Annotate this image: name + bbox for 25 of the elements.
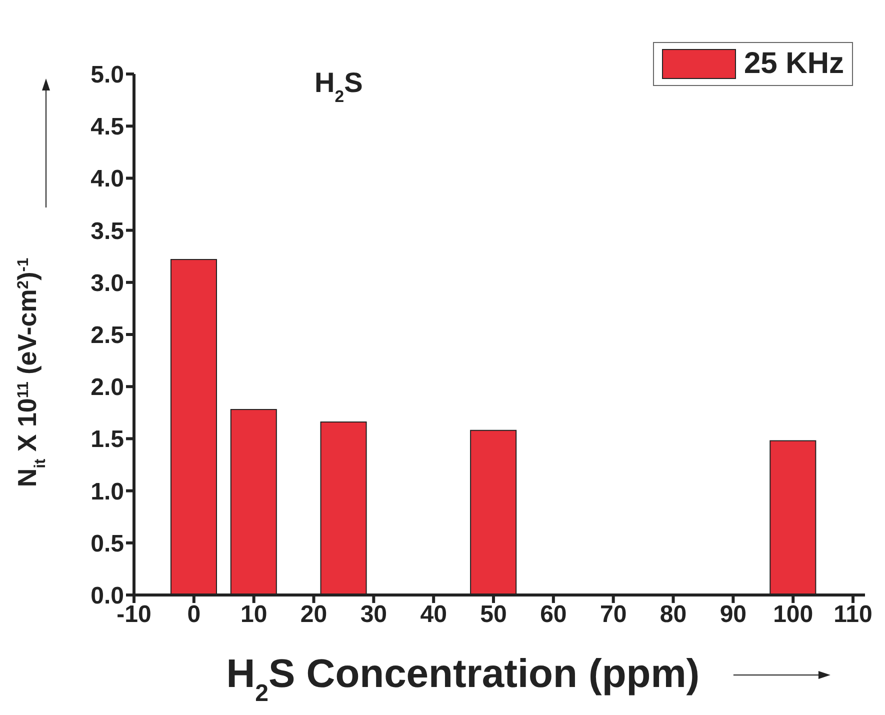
annotation: H$_{2}$S — [314, 67, 363, 106]
x-tick-label: 50 — [480, 601, 507, 628]
x-tick-label: 30 — [360, 601, 388, 628]
y-tick-label: 1.5 — [90, 426, 124, 454]
x-tick-label: 20 — [300, 601, 328, 628]
y-tick-label: 2.0 — [90, 374, 124, 402]
x-tick-label: 80 — [660, 601, 687, 628]
y-tick-label: 4.0 — [90, 166, 124, 193]
y-tick-label: 5.0 — [90, 62, 124, 89]
x-tick-label: 100 — [773, 601, 814, 628]
x-tick-label: 60 — [540, 601, 567, 628]
x-tick-label: 10 — [240, 601, 268, 628]
y-tick-label: 0.5 — [90, 530, 124, 558]
y-tick-label: 3.5 — [90, 218, 124, 245]
x-tick-label: 0 — [187, 601, 201, 628]
x-axis-title: H$_{2}$S Concentration (ppm) — [226, 652, 700, 706]
x-tick-label: 90 — [720, 601, 747, 628]
x-tick-label: 110 — [834, 601, 872, 628]
x-tick-label: 40 — [420, 601, 447, 628]
y-tick-label: 4.5 — [90, 114, 124, 141]
x-tick-label: 70 — [600, 601, 627, 628]
y-tick-label: 1.0 — [90, 478, 124, 506]
y-tick-label: 2.5 — [90, 322, 124, 350]
y-tick-label: 3.0 — [90, 270, 124, 297]
legend-label: 25 KHz — [744, 47, 844, 81]
